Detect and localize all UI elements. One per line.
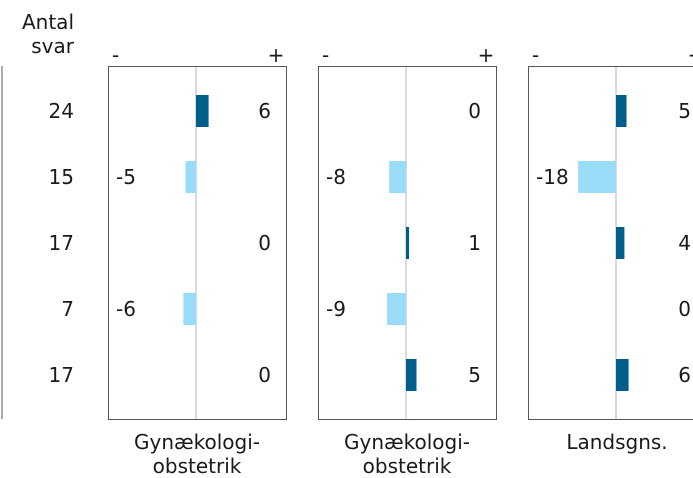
value-label: -6 — [116, 297, 136, 321]
value-label: 6 — [258, 99, 271, 123]
panel-frame — [529, 67, 693, 420]
value-label: 5 — [468, 363, 481, 387]
bar — [616, 227, 624, 259]
bar — [616, 359, 629, 391]
value-label: -8 — [326, 165, 346, 189]
value-label: 5 — [678, 99, 691, 123]
bar — [389, 161, 406, 193]
bar — [406, 227, 409, 259]
bar — [186, 161, 197, 193]
minus-sign: - — [532, 43, 539, 67]
panel-label: Landsgns. — [508, 430, 693, 454]
panel-1: - +6 -5 0 -6 0 — [109, 43, 287, 420]
value-label: -5 — [116, 165, 136, 189]
plus-sign: + — [478, 43, 495, 67]
minus-sign: - — [322, 43, 329, 67]
bar — [183, 293, 196, 325]
value-label: 0 — [258, 363, 271, 387]
value-label: 0 — [258, 231, 271, 255]
panel-3: - +5 -18 4 0 6 — [529, 43, 693, 420]
value-label: 4 — [678, 231, 691, 255]
bar — [616, 95, 627, 127]
value-label: 1 — [468, 231, 481, 255]
bar — [578, 161, 616, 193]
bar — [196, 95, 209, 127]
value-label: -9 — [326, 297, 346, 321]
value-label: 0 — [678, 297, 691, 321]
value-label: 6 — [678, 363, 691, 387]
bar — [406, 359, 417, 391]
plus-sign: + — [268, 43, 285, 67]
minus-sign: - — [112, 43, 119, 67]
plus-sign: + — [688, 43, 693, 67]
panel-2: - +0 -8 1 -9 5 — [319, 43, 497, 420]
panel-label: Gynækologi-obstetrik — [88, 430, 306, 478]
value-label: -18 — [536, 165, 569, 189]
panel-label: Gynækologi-obstetrik — [298, 430, 516, 478]
value-label: 0 — [468, 99, 481, 123]
bar — [387, 293, 406, 325]
